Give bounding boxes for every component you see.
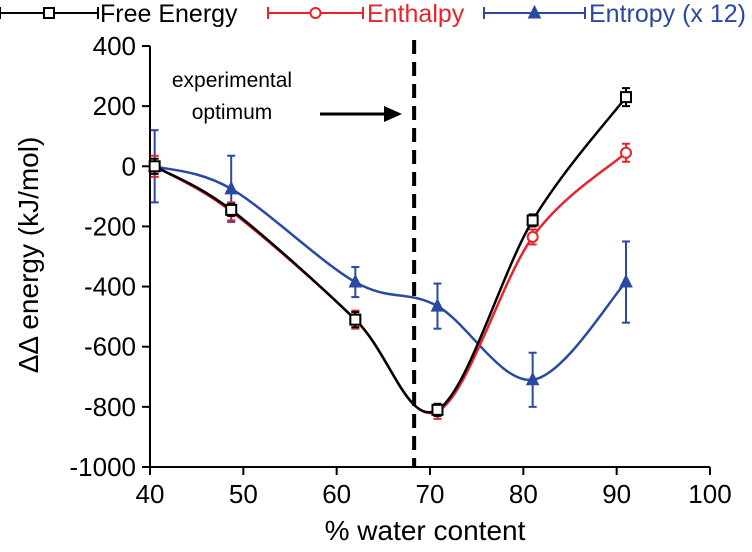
- legend: Free Energy Enthalpy Entropy (x 12): [0, 0, 746, 28]
- y-tick-label: 0: [122, 151, 136, 181]
- y-tick-label: 200: [93, 91, 136, 121]
- annotation-arrow-head: [384, 106, 402, 122]
- x-tick-label: 60: [322, 479, 351, 509]
- annotation-text-line2: optimum: [192, 101, 273, 124]
- data-point: [620, 91, 632, 104]
- series-line: [154, 165, 627, 382]
- annotation: experimental optimum: [172, 40, 417, 467]
- legend-label: Free Energy: [100, 0, 238, 28]
- legend-marker: [527, 4, 542, 19]
- data-point: [430, 297, 445, 312]
- y-tick-label: -1000: [70, 452, 137, 482]
- x-tick-label: 80: [509, 479, 538, 509]
- y-tick-label: -400: [84, 272, 136, 302]
- x-axis-label: % water content: [325, 515, 526, 546]
- x-tick-label: 90: [602, 479, 631, 509]
- y-tick-label: -200: [84, 211, 136, 241]
- x-ticks: 40 50 60 70 80 90 100: [136, 467, 732, 509]
- data-point: [619, 273, 633, 288]
- data-point: [349, 313, 362, 326]
- data-point: [348, 273, 363, 288]
- y-tick-label: 400: [93, 31, 136, 61]
- y-tick-label: -800: [84, 392, 136, 422]
- data-point: [224, 180, 239, 195]
- x-tick-label: 100: [688, 479, 731, 509]
- y-ticks: -1000 -800 -600 -400 -200 0 200 400: [70, 31, 150, 482]
- data-point: [431, 403, 444, 416]
- legend-marker: [309, 7, 322, 19]
- axes: -1000 -800 -600 -400 -200 0 200 400 40 50 60 70 80 9…: [70, 31, 732, 509]
- series-line: [154, 151, 627, 415]
- legend-label: Entropy (x 12): [589, 0, 746, 28]
- legend-label: Enthalpy: [367, 0, 465, 28]
- y-axis-label: ΔΔ energy (kJ/mol): [13, 137, 44, 374]
- data-point: [620, 146, 632, 159]
- data-point: [225, 203, 238, 216]
- legend-item: Enthalpy: [267, 0, 465, 28]
- series-free-energy: [148, 87, 632, 417]
- data-point: [526, 230, 539, 243]
- series-line: [154, 96, 627, 414]
- series-layer: [147, 87, 633, 420]
- legend-item: Entropy (x 12): [483, 0, 746, 28]
- legend-marker: [43, 7, 55, 19]
- data-point: [526, 214, 539, 227]
- annotation-text-line1: experimental: [172, 69, 292, 92]
- x-tick-label: 40: [136, 479, 165, 509]
- series-entropy-x-12: [147, 129, 633, 408]
- y-tick-label: -600: [84, 332, 136, 362]
- data-point: [148, 160, 161, 173]
- x-tick-label: 70: [416, 479, 445, 509]
- x-tick-label: 50: [229, 479, 258, 509]
- legend-item: Free Energy: [0, 0, 238, 28]
- data-point: [525, 371, 540, 386]
